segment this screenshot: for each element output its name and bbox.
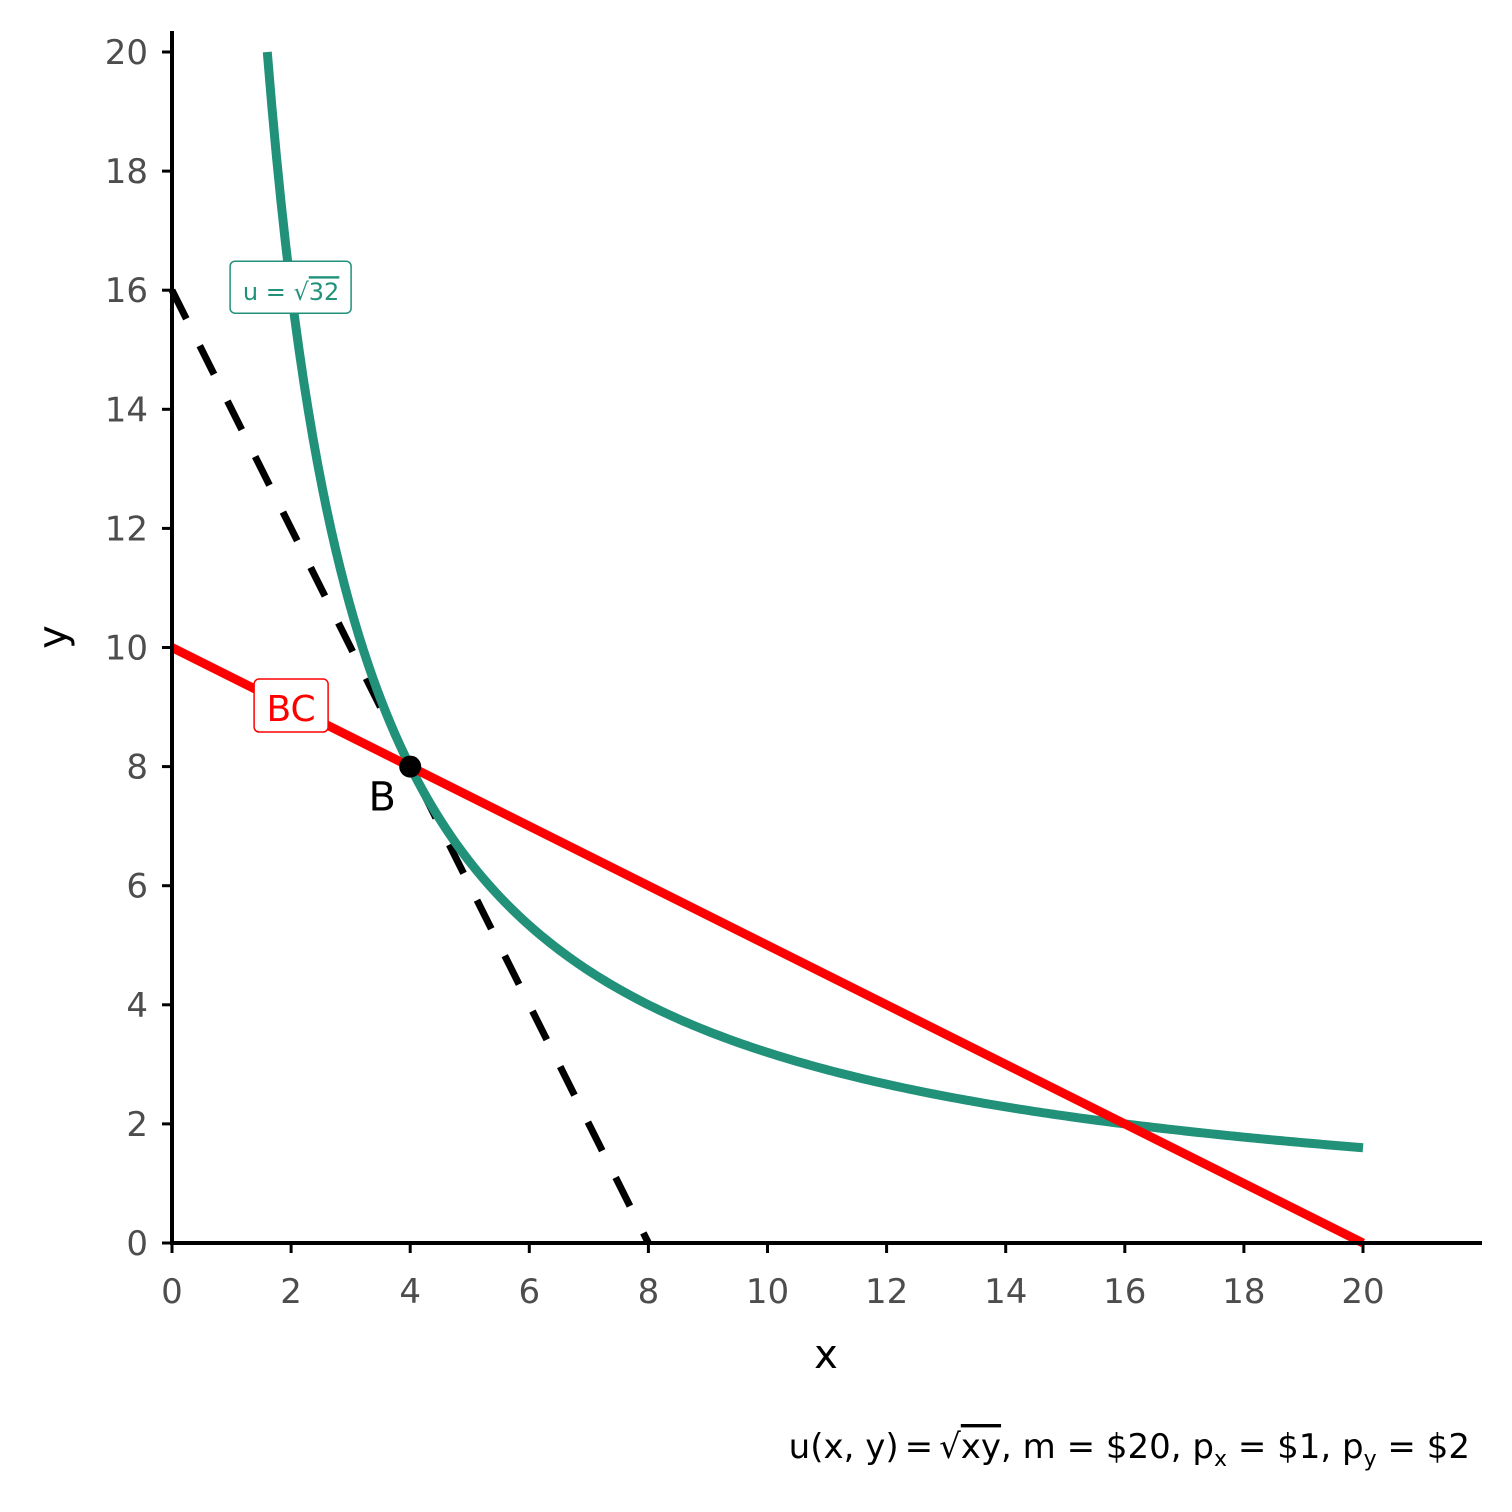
x-tick-label: 6 [518, 1272, 540, 1312]
caption-sqrt-sign: √ [939, 1427, 961, 1467]
y-tick-label: 18 [105, 152, 148, 192]
caption-rest1: , m = $20, p [1001, 1427, 1214, 1467]
x-tick-label: 12 [865, 1272, 908, 1312]
caption-prefix: u [789, 1427, 811, 1467]
y-tick-label: 0 [126, 1224, 148, 1264]
y-tick-label: 2 [126, 1105, 148, 1145]
plot-marks: B BC u = √32 [168, 51, 1366, 1248]
caption-sub-y: y [1364, 1447, 1377, 1472]
caption-rest3: = $2 [1377, 1427, 1470, 1467]
x-tick-label: 2 [280, 1272, 302, 1312]
tangent-line [168, 288, 652, 1245]
ic-label-prefix: u = √ [243, 278, 310, 306]
bc-label-box [253, 678, 329, 733]
caption-eq: = [905, 1427, 934, 1467]
x-tick-label: 16 [1103, 1272, 1146, 1312]
x-tick-label: 10 [746, 1272, 789, 1312]
bc-label: BC [266, 689, 315, 730]
indifference-curve [262, 51, 1364, 1153]
caption-rest2: = $1, p [1227, 1427, 1364, 1467]
caption-sub-x: x [1214, 1447, 1227, 1472]
y-tick-label: 12 [105, 509, 148, 549]
y-tick-label: 14 [105, 390, 148, 430]
caption-args: (x, y) [810, 1427, 898, 1467]
ic-label-sqrt-arg: 32 [309, 278, 340, 306]
x-tick-label: 0 [161, 1272, 183, 1312]
axes [170, 31, 1482, 1245]
y-tick-label: 10 [105, 629, 148, 669]
x-tick-label: 18 [1222, 1272, 1265, 1312]
x-tick-label: 8 [638, 1272, 660, 1312]
y-tick-label: 20 [105, 33, 148, 73]
y-axis-title: y [30, 625, 76, 649]
ic-label: u = √32 [243, 278, 339, 306]
budget-constraint-line [169, 643, 1366, 1248]
x-tick-label: 20 [1341, 1272, 1384, 1312]
caption: u(x, y) = √xy, m = $20, px = $1, py = $2 [789, 1427, 1470, 1472]
x-axis-title: x [814, 1332, 838, 1378]
ic-label-box [229, 260, 352, 314]
caption-sqrt-arg: xy [961, 1427, 1001, 1467]
y-tick-label: 16 [105, 271, 148, 311]
x-tick-label: 4 [399, 1272, 421, 1312]
point-b [399, 755, 422, 778]
y-tick-label: 6 [126, 867, 148, 907]
y-tick-label: 8 [126, 748, 148, 788]
y-tick-label: 4 [126, 986, 148, 1026]
ticks: 0 2 4 6 8 10 12 14 16 18 20 0 2 4 6 8 10 12 14 16 18 20 [105, 33, 1385, 1312]
x-tick-label: 14 [984, 1272, 1027, 1312]
point-b-label: B [368, 775, 395, 821]
